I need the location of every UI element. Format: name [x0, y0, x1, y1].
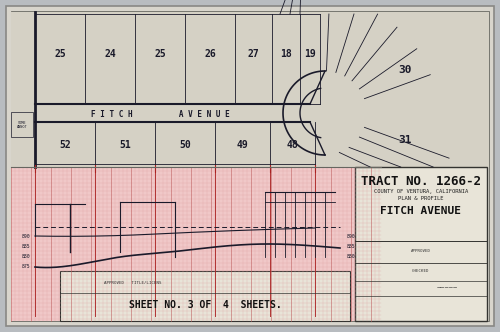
- Text: 880: 880: [22, 255, 30, 260]
- Text: PLAN & PROFILE: PLAN & PROFILE: [398, 196, 444, 201]
- Text: 50: 50: [179, 140, 191, 150]
- Bar: [11, 112, 33, 137]
- Text: 890: 890: [22, 233, 30, 238]
- Text: CHECKED: CHECKED: [412, 269, 430, 273]
- Text: SOME
ANNOT: SOME ANNOT: [16, 121, 28, 129]
- Text: COUNTY OF VENTURA, CALIFORNIA: COUNTY OF VENTURA, CALIFORNIA: [374, 189, 468, 194]
- Text: APPROVED: APPROVED: [411, 249, 431, 253]
- Text: APPROVED   TITLE/LICENS: APPROVED TITLE/LICENS: [104, 281, 162, 285]
- Bar: [60, 271, 350, 321]
- Text: 30: 30: [398, 65, 411, 75]
- Text: 52: 52: [59, 140, 71, 150]
- Text: 875: 875: [22, 265, 30, 270]
- Text: 25: 25: [154, 49, 166, 59]
- Text: 51: 51: [119, 140, 131, 150]
- Text: 27: 27: [247, 49, 259, 59]
- Text: 49: 49: [236, 140, 248, 150]
- Text: 19: 19: [304, 49, 316, 59]
- Text: 880: 880: [347, 255, 356, 260]
- Text: 48: 48: [286, 140, 298, 150]
- Bar: [355, 167, 487, 321]
- Bar: [11, 12, 489, 167]
- Text: 31: 31: [398, 135, 411, 145]
- Text: 885: 885: [22, 244, 30, 250]
- Text: 18: 18: [280, 49, 292, 59]
- Text: 25: 25: [54, 49, 66, 59]
- Text: 885: 885: [347, 244, 356, 250]
- Text: FITCH AVENUE: FITCH AVENUE: [380, 206, 462, 216]
- Text: TRACT NO. 1266-2: TRACT NO. 1266-2: [361, 175, 481, 188]
- Text: 890: 890: [347, 233, 356, 238]
- Text: 24: 24: [104, 49, 116, 59]
- Text: ~~~~~: ~~~~~: [437, 285, 458, 291]
- Text: F I T C H          A V E N U E: F I T C H A V E N U E: [90, 110, 230, 119]
- Bar: [11, 167, 381, 321]
- Text: SHEET NO. 3 OF  4  SHEETS.: SHEET NO. 3 OF 4 SHEETS.: [128, 300, 282, 310]
- Text: 26: 26: [204, 49, 216, 59]
